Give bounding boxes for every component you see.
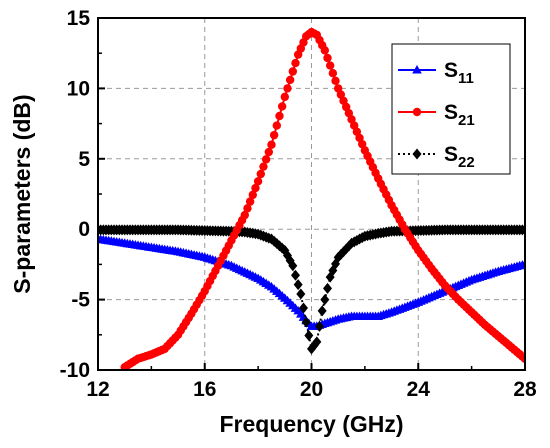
data-point-s21 (520, 354, 525, 363)
x-axis-title: Frequency (GHz) (219, 411, 403, 437)
x-tick-label: 12 (86, 378, 109, 401)
y-tick-label: -10 (60, 359, 90, 382)
data-point-s11 (520, 259, 525, 268)
data-point-s22 (298, 302, 308, 314)
data-point-s22 (293, 279, 303, 291)
data-point-s22 (320, 294, 330, 306)
data-point-s21 (325, 61, 335, 70)
y-tick-label: 0 (78, 218, 90, 241)
data-point-s21 (259, 162, 268, 171)
y-tick-label: -5 (71, 289, 90, 312)
series-s11 (98, 234, 525, 330)
data-point-s22 (288, 260, 298, 272)
y-axis-title: S-parameters (dB) (9, 94, 35, 293)
y-tick-label: 5 (78, 148, 90, 171)
data-point-s21 (331, 76, 340, 85)
data-point-s22 (323, 282, 333, 294)
legend-label: S11 (444, 59, 474, 87)
legend-item-s21: S21 (398, 101, 475, 129)
data-point-s22 (315, 320, 325, 332)
data-point-s21 (269, 130, 279, 140)
data-point-s21 (288, 67, 298, 76)
data-point-s22 (290, 269, 300, 281)
data-point-s21 (243, 204, 252, 213)
tick-labels: 12 16 20 24 28 -10 -5 0 5 10 15 (60, 7, 537, 401)
data-point-s21 (272, 121, 282, 130)
data-point-s21 (320, 46, 330, 55)
data-point-s21 (283, 84, 292, 93)
data-point-s21 (248, 190, 257, 200)
data-point-s21 (277, 102, 287, 111)
series-layer (98, 27, 525, 370)
legend-label: S21 (444, 101, 475, 129)
legend-marker (412, 107, 422, 117)
data-point-s21 (280, 92, 290, 102)
data-point-s22 (312, 336, 322, 348)
data-point-s22 (304, 330, 314, 342)
series-s21 (120, 27, 525, 370)
axis-ticks (97, 17, 526, 371)
data-point-s21 (264, 147, 273, 157)
legend: S11 S21 S22 (391, 43, 511, 175)
data-point-s21 (323, 53, 332, 63)
legend-marker (412, 148, 422, 160)
series-s22 (98, 224, 525, 355)
x-tick-label: 24 (407, 378, 431, 401)
x-tick-label: 20 (300, 378, 323, 401)
legend-marker (412, 65, 422, 74)
x-tick-label: 16 (193, 378, 216, 401)
data-point-s22 (301, 316, 311, 328)
data-point-s21 (256, 169, 265, 179)
data-point-s22 (296, 288, 306, 300)
data-point-s21 (261, 155, 271, 164)
data-point-s21 (328, 68, 338, 78)
legend-label: S22 (444, 143, 475, 171)
data-point-s21 (291, 58, 300, 68)
data-point-s22 (520, 224, 525, 236)
legend-box (391, 43, 511, 175)
data-point-s21 (253, 177, 263, 186)
data-point-s21 (275, 111, 284, 121)
legend-item-s22: S22 (398, 143, 475, 171)
data-point-s21 (267, 140, 276, 149)
x-tick-label: 28 (513, 378, 537, 401)
data-point-s21 (240, 210, 249, 220)
legend-item-s11: S11 (398, 59, 474, 87)
data-point-s21 (251, 183, 260, 193)
data-point-s22 (317, 305, 327, 317)
data-point-s21 (285, 75, 295, 85)
y-tick-label: 10 (67, 77, 90, 100)
data-point-s21 (245, 197, 255, 206)
y-tick-label: 15 (67, 7, 91, 30)
